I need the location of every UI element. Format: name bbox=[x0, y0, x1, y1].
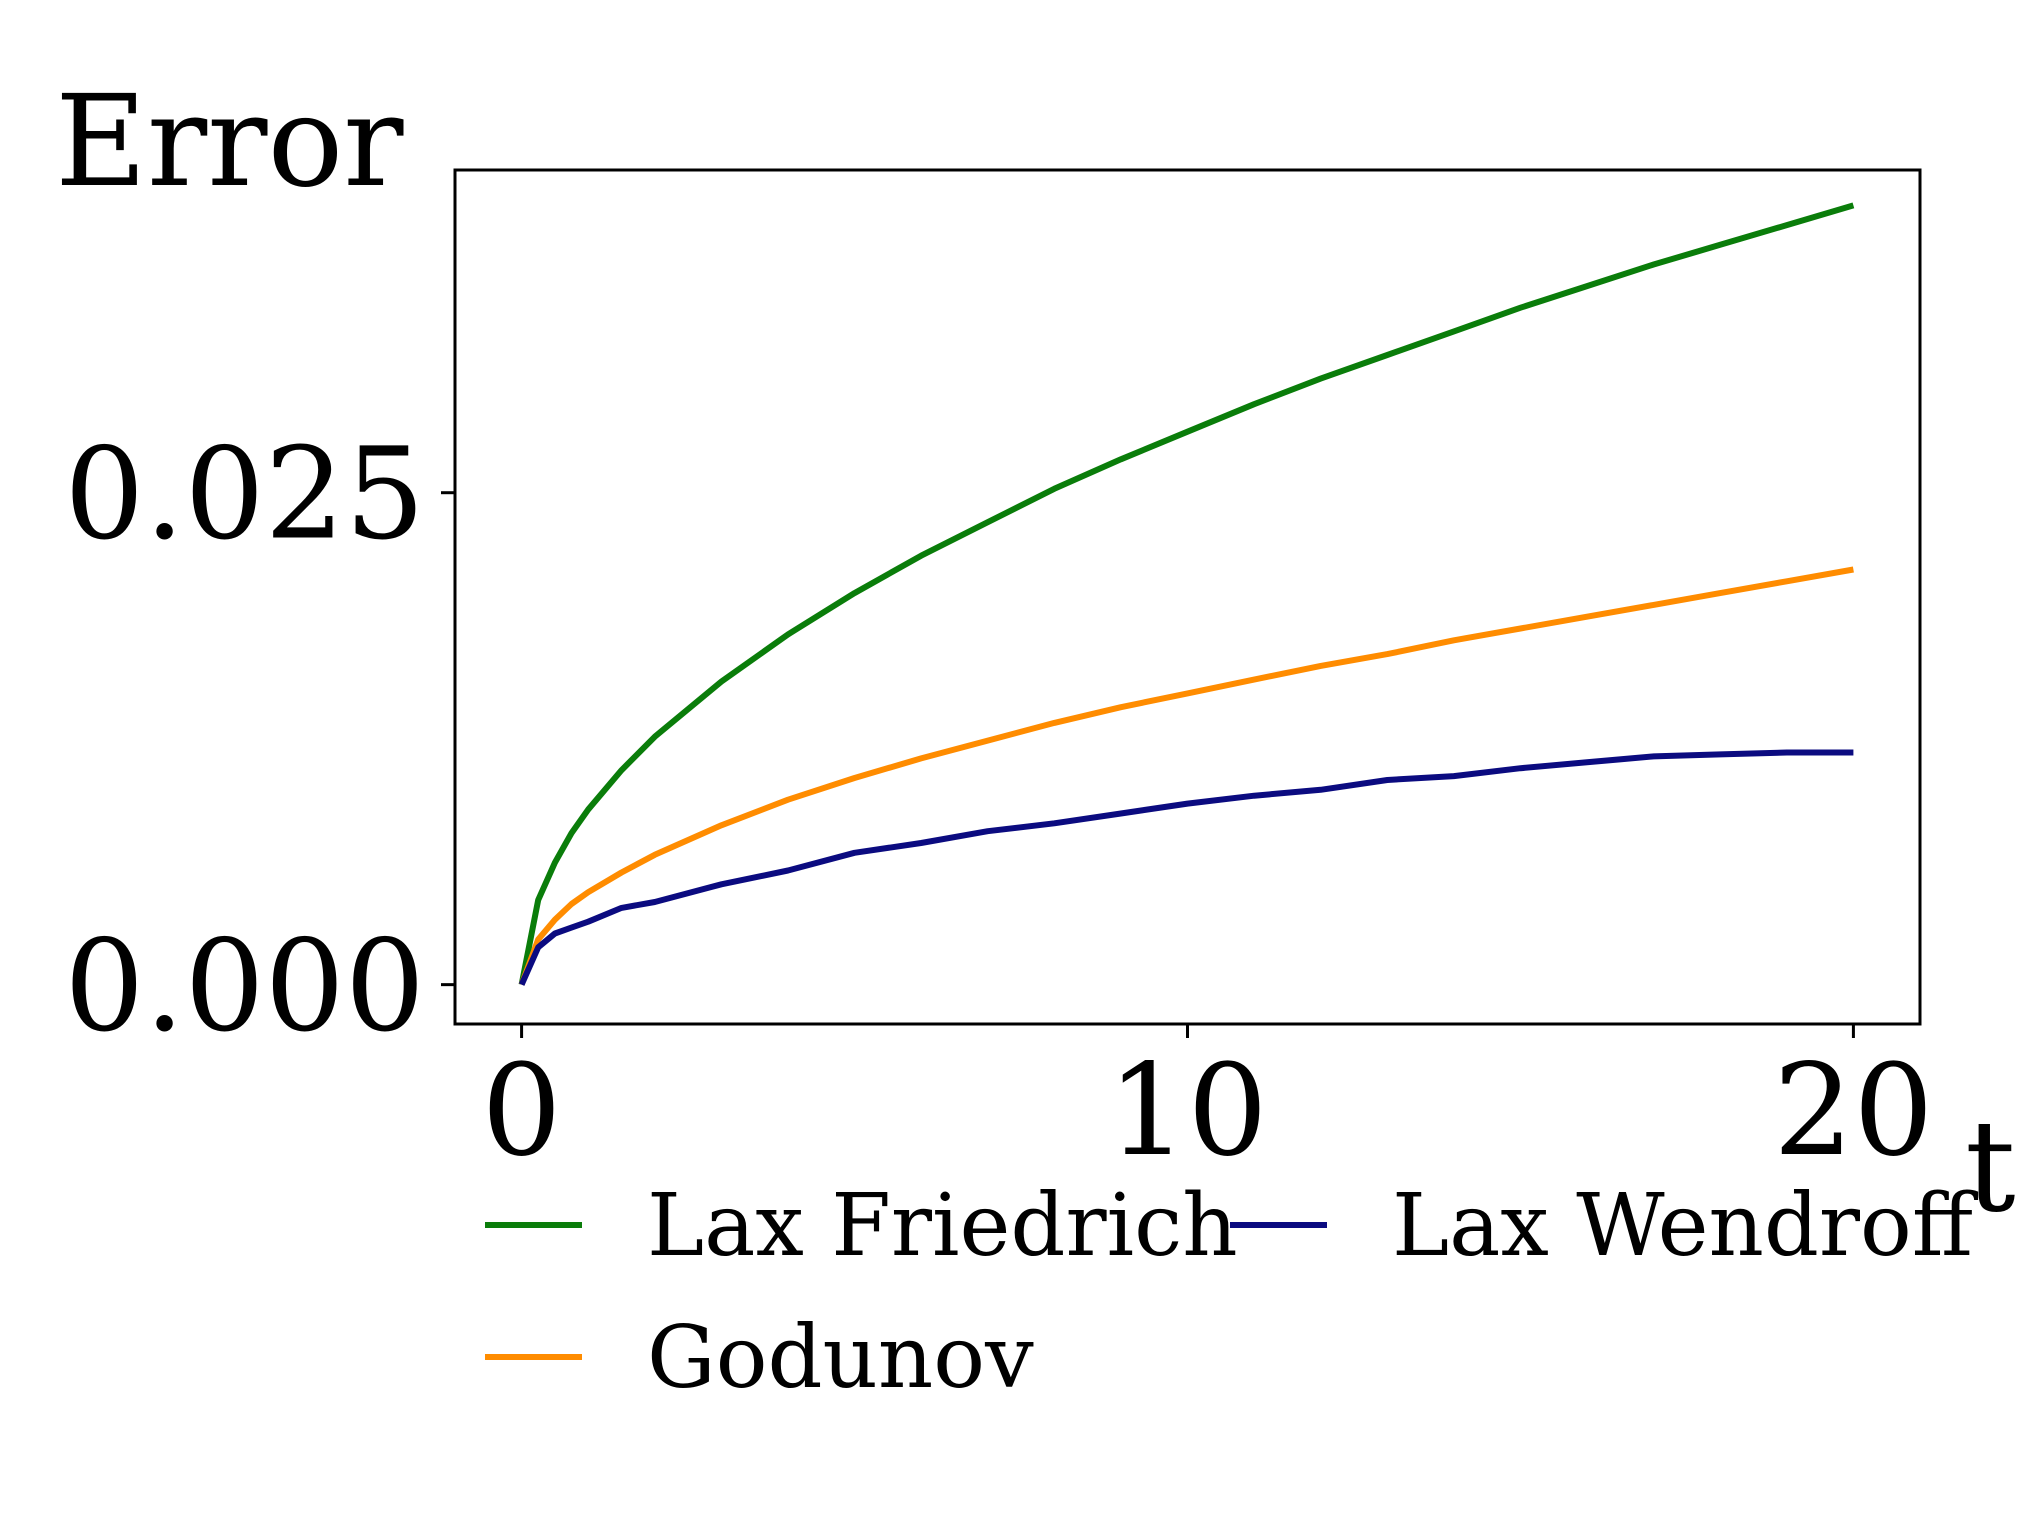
y-axis-title: Error bbox=[55, 68, 404, 215]
x-tick-label: 20 bbox=[1773, 1037, 1933, 1184]
y-tick-label: 0.000 bbox=[64, 913, 425, 1060]
series-line-lax-friedrich bbox=[518, 202, 1855, 986]
legend-label-lax-wendroff: Lax Wendroff bbox=[1392, 1176, 1979, 1276]
legend: Lax Friedrich Godunov Lax Wendroff bbox=[485, 1176, 1979, 1408]
legend-label-godunov: Godunov bbox=[647, 1308, 1034, 1408]
x-tick-label: 10 bbox=[1107, 1037, 1267, 1184]
x-axis-title: t bbox=[1965, 1093, 2016, 1240]
series-line-godunov bbox=[518, 566, 1854, 986]
series-layer bbox=[518, 202, 1855, 986]
series-line-lax-wendroff bbox=[518, 749, 1854, 986]
x-tick-label: 0 bbox=[482, 1037, 562, 1184]
tick-layer: 0 10 20 0.000 0.025 bbox=[64, 421, 1933, 1184]
legend-label-lax-friedrich: Lax Friedrich bbox=[647, 1176, 1238, 1276]
y-tick-label: 0.025 bbox=[64, 421, 425, 568]
